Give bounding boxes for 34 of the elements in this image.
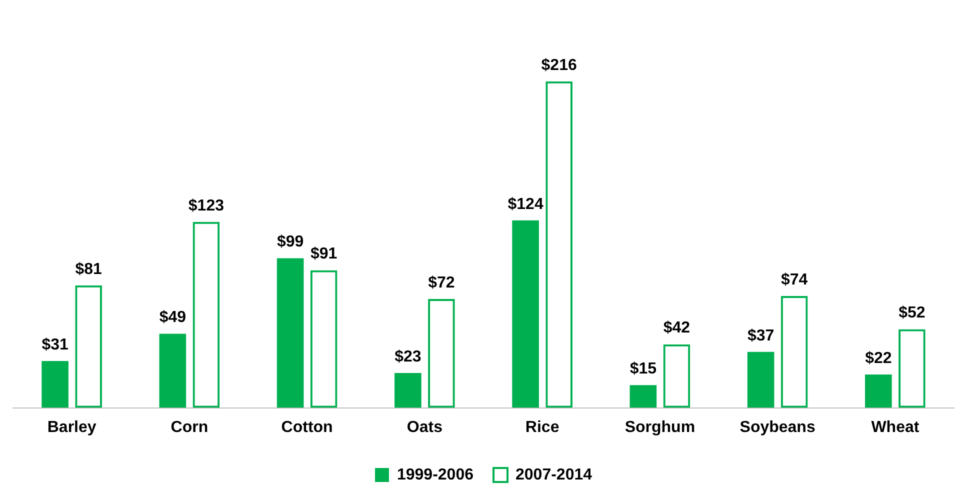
data-label: $22 [865, 350, 892, 367]
x-tick-label: Cotton [281, 418, 333, 436]
legend-label: 1999-2006 [396, 466, 474, 484]
x-tick-label: Oats [406, 418, 443, 436]
data-label: $74 [780, 271, 808, 288]
data-label: $99 [276, 234, 304, 251]
data-label: $81 [75, 260, 102, 278]
data-label: $52 [898, 304, 926, 322]
data-label: $123 [188, 197, 224, 214]
data-label: $216 [541, 56, 577, 74]
bar [747, 352, 774, 408]
legend-label: 2007-2014 [516, 466, 592, 484]
bar [512, 220, 539, 408]
data-label: $72 [428, 274, 455, 292]
bar [630, 385, 657, 408]
x-tick-label: Wheat [871, 418, 920, 436]
data-label: $42 [663, 320, 690, 337]
data-label: $91 [310, 246, 338, 263]
data-label: $23 [394, 348, 422, 366]
data-label: $31 [42, 336, 68, 354]
data-label: $37 [747, 327, 774, 344]
bar [42, 360, 68, 408]
x-tick-label: Sorghum [624, 418, 696, 436]
bar [159, 334, 186, 408]
x-tick-label: Barley [47, 418, 96, 436]
data-label: $49 [159, 309, 186, 326]
bar [394, 373, 422, 408]
bar [276, 258, 304, 408]
bar [865, 374, 892, 408]
x-tick-label: Corn [170, 418, 208, 436]
data-label: $124 [508, 196, 544, 213]
x-tick-label: Soybeans [740, 418, 816, 436]
x-tick-label: Rice [525, 418, 560, 436]
data-label: $15 [630, 360, 657, 378]
